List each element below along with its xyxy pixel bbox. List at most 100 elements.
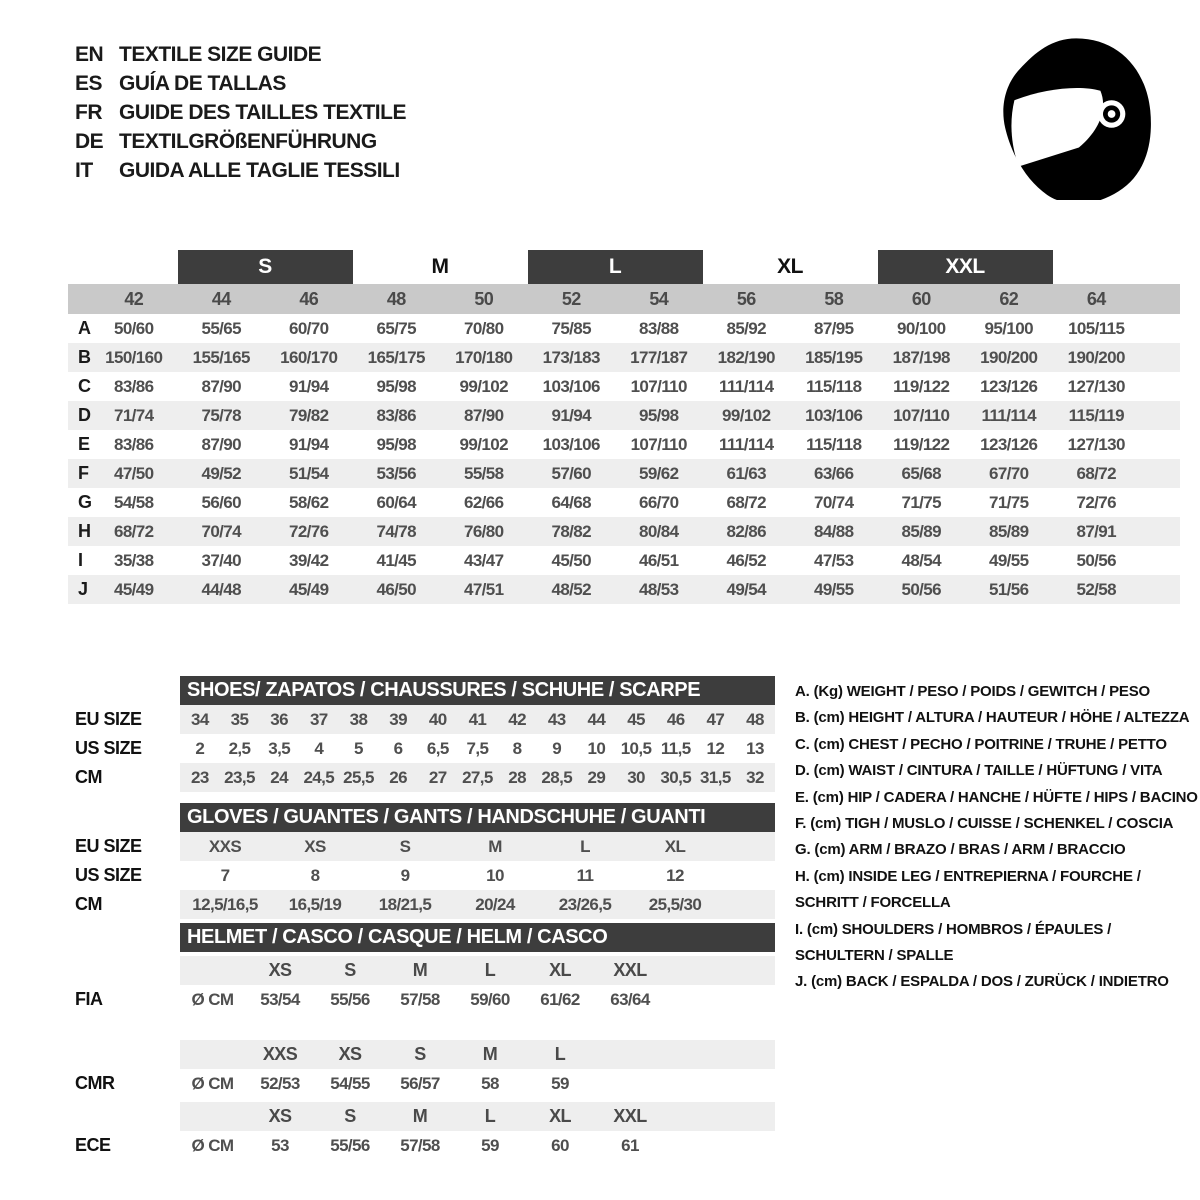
helmet-value-row: ECE Ø CM 53 55/56 57/58 59 60 61 (68, 1131, 1180, 1160)
size-value-cell: 182/190 (717, 347, 776, 367)
size-value-cell: 107/110 (630, 376, 688, 396)
size-value-cell: 57/60 (551, 463, 592, 483)
size-value-cell: 41/45 (376, 550, 417, 570)
gloves-value-cell: 8 (310, 865, 320, 885)
helmet-value-cell: 59/60 (470, 989, 510, 1009)
size-value-cell: 65/75 (376, 318, 417, 338)
size-value-cell: 90/100 (897, 318, 946, 338)
shoes-value-cell: 45 (627, 709, 645, 729)
size-value-cell: 45/49 (113, 579, 154, 599)
helmet-size-row: XXS XS S M L (68, 1040, 1180, 1069)
gloves-value-cell: 9 (400, 865, 410, 885)
legend-line: B. (cm) HEIGHT / ALTURA / HAUTEUR / HÖHE… (795, 709, 1190, 727)
legend-line: J. (cm) BACK / ESPALDA / DOS / ZURÜCK / … (795, 973, 1169, 991)
gloves-value-cell: 10 (486, 865, 504, 885)
diameter-unit-label: Ø CM (191, 989, 235, 1009)
language-code: DE (75, 130, 104, 153)
size-value-cell: 39/42 (288, 550, 329, 570)
gloves-value-cell: S (399, 836, 411, 856)
shoes-rows: EU SIZE 34 35 36 37 38 39 40 41 42 43 44 45 46 47 48 US … (68, 705, 1180, 792)
shoes-value-cell: 46 (666, 709, 685, 729)
shoes-value-cell: 3,5 (268, 738, 291, 758)
gloves-row-label: US SIZE (75, 865, 142, 885)
helmet-size-label: S (344, 1106, 356, 1126)
size-value-cell: 83/86 (113, 376, 154, 396)
helmet-values: Ø CM 53/54 55/56 57/58 59/60 61/62 63/64 (180, 985, 775, 1014)
size-value-cell: 71/75 (901, 492, 942, 512)
helmet-value-cell: 59 (551, 1073, 569, 1093)
size-value-cell: 95/98 (376, 376, 417, 396)
language-row: FR GUIDE DES TAILLES TEXTILE (75, 98, 406, 127)
size-column-header: 50 (474, 288, 494, 309)
helmet-values: Ø CM 53 55/56 57/58 59 60 61 (180, 1131, 775, 1160)
size-value-cell: 119/122 (893, 434, 950, 454)
table-row: A 50/60 55/65 60/70 65/75 70/80 75/85 83/88 85/9… (68, 314, 1180, 343)
size-value-cell: 99/102 (459, 434, 509, 454)
size-value-cell: 72/76 (288, 521, 329, 541)
shoes-value-cell: 29 (587, 767, 606, 787)
helmet-value-row: CMR Ø CM 52/53 54/55 56/57 58 59 (68, 1069, 1180, 1098)
helmet-value-cell: 60 (551, 1135, 569, 1155)
gloves-values: 12,5/16,5 16,5/19 18/21,5 20/24 23/26,5 25,5/… (180, 890, 775, 919)
size-value-cell: 35/38 (113, 550, 154, 570)
helmet-size-label: M (412, 1106, 428, 1126)
gloves-value-cell: XXS (208, 836, 242, 856)
size-value-cell: 115/118 (806, 376, 862, 396)
legend-line: A. (Kg) WEIGHT / PESO / POIDS / GEWITCH … (795, 683, 1150, 700)
size-value-cell: 82/86 (726, 521, 767, 541)
size-value-cell: 83/86 (113, 434, 154, 454)
shoes-value-cell: 39 (389, 709, 407, 729)
size-value-cell: 115/119 (1068, 405, 1125, 425)
size-header-s: S (177, 250, 353, 284)
size-value-cell: 59/62 (638, 463, 679, 483)
helmet-size-spacer (180, 1102, 245, 1131)
shoes-value-cell: 40 (428, 709, 447, 729)
row-letter: D (78, 405, 91, 425)
helmet-size-label: S (344, 960, 356, 980)
size-value-cell: 75/85 (551, 318, 592, 338)
size-value-cell: 48/53 (638, 579, 679, 599)
size-value-cell: 49/54 (726, 579, 767, 599)
shoes-value-cell: 24 (270, 767, 288, 787)
shoes-value-cell: 27,5 (462, 767, 493, 787)
size-value-cell: 45/50 (551, 550, 592, 570)
shoes-value-cell: 23 (190, 767, 209, 787)
legend-line: H. (cm) INSIDE LEG / ENTREPIERNA / FOURC… (795, 867, 1141, 885)
size-column-header: 60 (911, 288, 931, 309)
size-value-cell: 71/74 (113, 405, 154, 425)
size-value-cell: 83/86 (376, 405, 417, 425)
size-value-cell: 83/88 (638, 318, 679, 338)
size-value-cell: 103/106 (805, 405, 863, 425)
size-value-cell: 64/68 (551, 492, 592, 512)
size-value-cell: 68/72 (726, 492, 767, 512)
shoes-value-cell: 24,5 (303, 767, 335, 787)
size-column-header: 54 (649, 288, 669, 309)
table-row: H 68/72 70/74 72/76 74/78 76/80 78/82 80/84 82/8… (68, 517, 1180, 546)
size-value-cell: 60/70 (288, 318, 329, 338)
table-row: B 150/160 155/165 160/170 165/175 170/180 173/… (68, 343, 1180, 372)
legend-line: E. (cm) HIP / CADERA / HANCHE / HÜFTE / … (795, 788, 1198, 806)
shoes-value-cell: 35 (230, 709, 249, 729)
shoes-value-cell: 30,5 (660, 767, 692, 787)
size-value-cell: 50/60 (113, 318, 154, 338)
helmet-value-cell: 57/58 (400, 1135, 440, 1155)
shoes-value-cell: 34 (190, 709, 209, 729)
helmet-size-row-spacer (68, 956, 180, 985)
shoes-row: CM 23 23,5 24 24,5 25,5 26 27 27,5 28 28,5 29 30 30,5… (68, 763, 1180, 792)
shoes-value-cell: 6 (393, 738, 403, 758)
shoes-value-cell: 9 (552, 738, 562, 758)
size-value-cell: 62/66 (463, 492, 504, 512)
size-value-cell: 95/98 (638, 405, 679, 425)
table-row: C 83/86 87/90 91/94 95/98 99/102 103/106 107/11… (68, 372, 1180, 401)
shoes-row: US SIZE 2 2,5 3,5 4 5 6 6,5 7,5 8 9 10 10,5 11,5 12 13 (68, 734, 1180, 763)
gloves-value-cell: 20/24 (475, 894, 515, 914)
gloves-row: CM 12,5/16,5 16,5/19 18/21,5 20/24 23/26,5 25,… (68, 890, 1180, 919)
size-value-cell: 123/126 (980, 376, 1038, 396)
helmet-size-values: XS S M L XL XXL (180, 1102, 775, 1131)
size-value-cell: 87/95 (813, 318, 854, 338)
gloves-values: XXS XS S M L XL (180, 832, 775, 861)
shoes-value-cell: 37 (309, 709, 328, 729)
size-value-cell: 79/82 (288, 405, 329, 425)
shoes-value-cell: 25,5 (343, 767, 374, 787)
shoes-value-cell: 7,5 (466, 738, 489, 758)
